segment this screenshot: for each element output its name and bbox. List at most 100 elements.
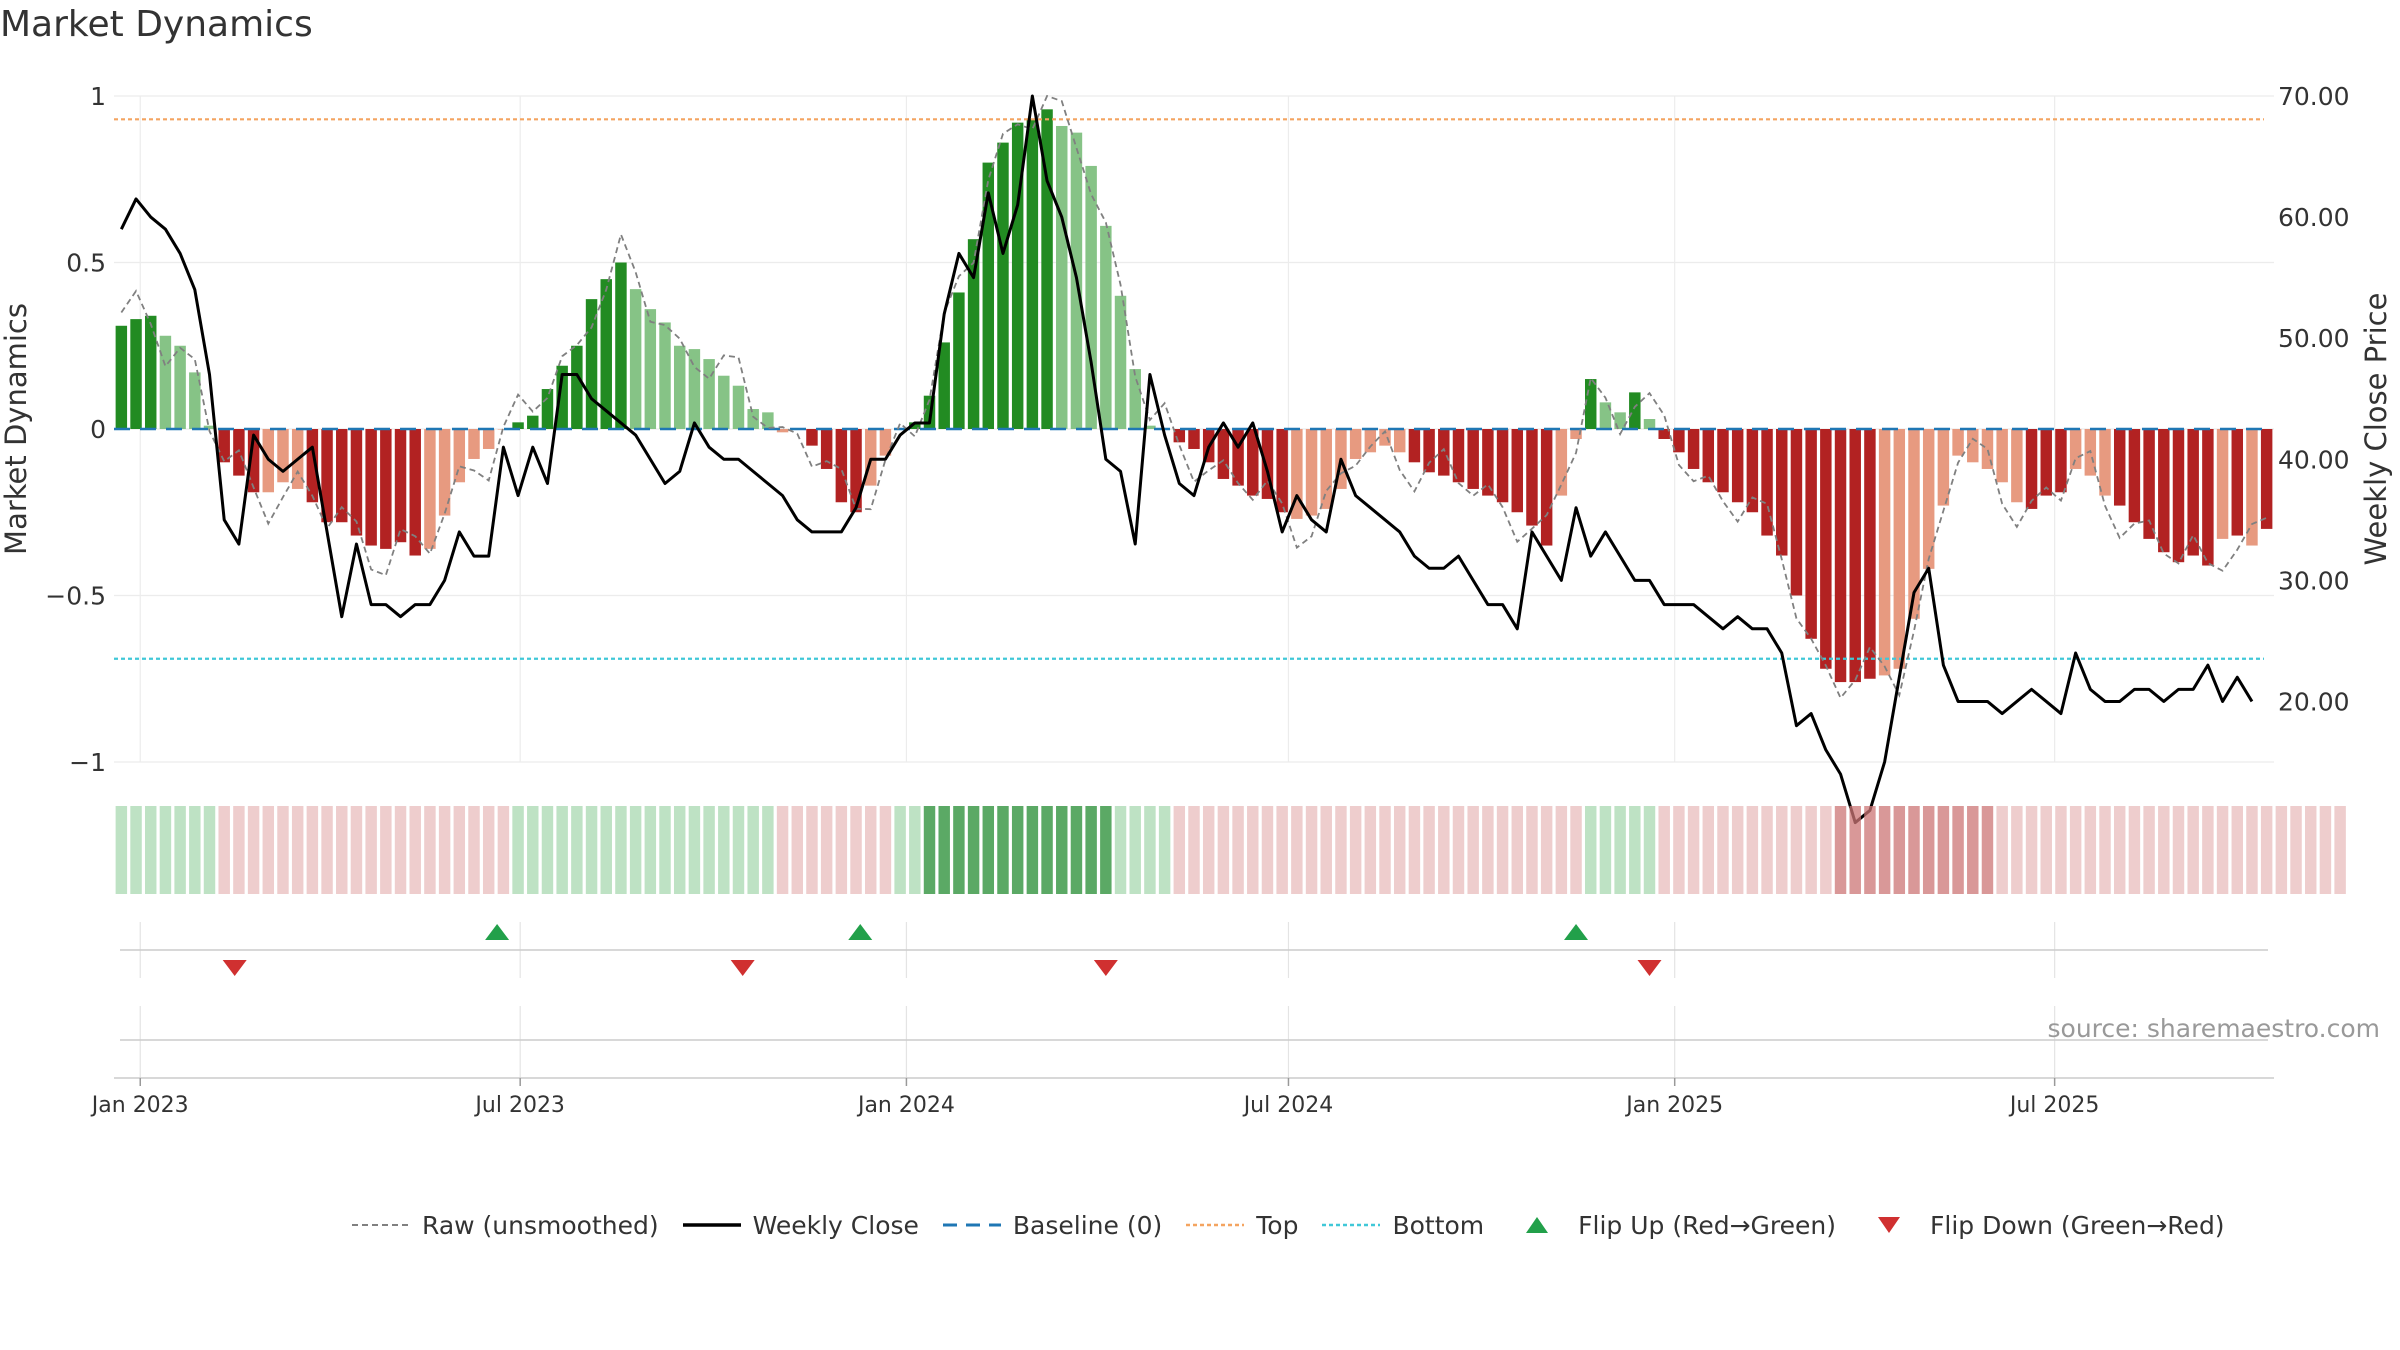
triangle-down-red-icon <box>1878 1217 1901 1233</box>
regime-cell <box>1393 806 1406 894</box>
regime-cell <box>1320 806 1332 894</box>
y-tick-label: 0.5 <box>66 249 106 278</box>
source-note: source: sharemaestro.com <box>2047 1014 2381 1043</box>
bar <box>835 429 848 503</box>
regime-cell <box>1144 806 1156 894</box>
regime-cell <box>1702 806 1715 894</box>
bar <box>2128 429 2141 523</box>
y2-tick-label: 30.00 <box>2278 566 2350 595</box>
bar <box>1878 429 1891 676</box>
bar <box>585 299 598 429</box>
regime-cell <box>865 806 877 894</box>
axis-layer: 1 0.5 0 −0.5 −1 70.00 60.00 50.00 40.00 30.00 20.0… <box>0 82 2393 777</box>
bar <box>1673 429 1685 453</box>
bar <box>1702 429 1715 483</box>
legend-item-raw: Raw (unsmoothed) <box>350 1211 659 1240</box>
bar <box>1731 429 1744 503</box>
regime-cell <box>820 806 833 894</box>
dashed-line-blue-icon <box>942 1223 1001 1227</box>
dotted-line-cyan-icon <box>1322 1223 1381 1227</box>
regime-cell <box>2275 806 2288 894</box>
regime-cell <box>1291 806 1303 894</box>
regime-cell <box>600 806 612 894</box>
bar <box>1570 429 1582 439</box>
regime-cell <box>218 806 230 894</box>
regime-cell <box>2143 806 2155 894</box>
regime-cell <box>262 806 275 894</box>
flip-down-marker <box>1637 960 1662 976</box>
regime-cell <box>482 806 495 894</box>
regime-cell <box>1056 806 1068 894</box>
bar <box>1173 429 1186 443</box>
bar <box>1056 125 1068 429</box>
regime-cell <box>1276 806 1288 894</box>
regime-cell <box>1129 806 1141 894</box>
bar <box>747 409 759 429</box>
flip-down-marker <box>222 960 247 976</box>
bar <box>2069 429 2082 469</box>
regime-cell <box>585 806 598 894</box>
y-tick-label: 1 <box>90 82 106 111</box>
regime-cell <box>1717 806 1729 894</box>
bar <box>394 429 407 543</box>
bar <box>1540 429 1553 546</box>
bar <box>1041 109 1053 429</box>
flip-up-marker <box>848 924 873 940</box>
regime-cell <box>2260 806 2273 894</box>
regime-cell <box>2319 806 2332 894</box>
regime-cell <box>2069 806 2082 894</box>
regime-cell <box>424 806 436 894</box>
regime-cell <box>879 806 892 894</box>
bar <box>1687 429 1700 469</box>
bar <box>1438 429 1450 476</box>
regime-cell <box>1864 806 1876 894</box>
bar <box>1922 429 1935 569</box>
regime-cell <box>1100 806 1112 894</box>
y2-tick-label: 20.00 <box>2278 687 2350 716</box>
bar <box>865 429 877 486</box>
x-tick-label: Jan 2025 <box>1624 1093 1723 1118</box>
y2-tick-label: 60.00 <box>2278 203 2350 232</box>
regime-cell <box>115 806 128 894</box>
bar <box>1790 429 1803 596</box>
regime-cell <box>1540 806 1553 894</box>
bar <box>776 429 789 433</box>
regime-cell <box>982 806 995 894</box>
bar <box>982 162 995 429</box>
bar <box>2172 429 2185 563</box>
regime-cell <box>2158 806 2170 894</box>
regime-cell <box>776 806 789 894</box>
bar <box>967 239 980 429</box>
legend-item-flip-up: Flip Up (Red→Green) <box>1506 1211 1836 1240</box>
regime-cell <box>527 806 539 894</box>
regime-cell <box>850 806 862 894</box>
regime-cell <box>1643 806 1656 894</box>
bar <box>1981 429 1994 469</box>
bar <box>644 309 657 429</box>
bar <box>1996 429 2008 483</box>
solid-line-black-icon <box>682 1223 741 1227</box>
bar <box>1144 425 1156 429</box>
regime-cell <box>2290 806 2302 894</box>
bar <box>1482 429 1494 496</box>
regime-cell <box>1438 806 1450 894</box>
bar <box>850 429 862 513</box>
bar <box>1967 429 1979 463</box>
bar <box>1820 429 1832 669</box>
bar <box>336 429 348 523</box>
bar <box>203 425 216 429</box>
regime-cell <box>967 806 980 894</box>
regime-cell <box>703 806 715 894</box>
regime-cell <box>1261 806 1274 894</box>
bar <box>820 429 833 469</box>
regime-cell <box>2334 806 2346 894</box>
regime-cell <box>1570 806 1582 894</box>
y2-axis-label: Weekly Close Price <box>2359 293 2393 566</box>
bar <box>2113 429 2126 506</box>
legend-label-baseline: Baseline (0) <box>1012 1210 1163 1240</box>
regime-cell <box>1849 806 1861 894</box>
bar <box>1129 369 1141 429</box>
bar <box>365 429 377 546</box>
bar <box>688 349 701 429</box>
dashed-line-gray-icon <box>352 1224 410 1226</box>
